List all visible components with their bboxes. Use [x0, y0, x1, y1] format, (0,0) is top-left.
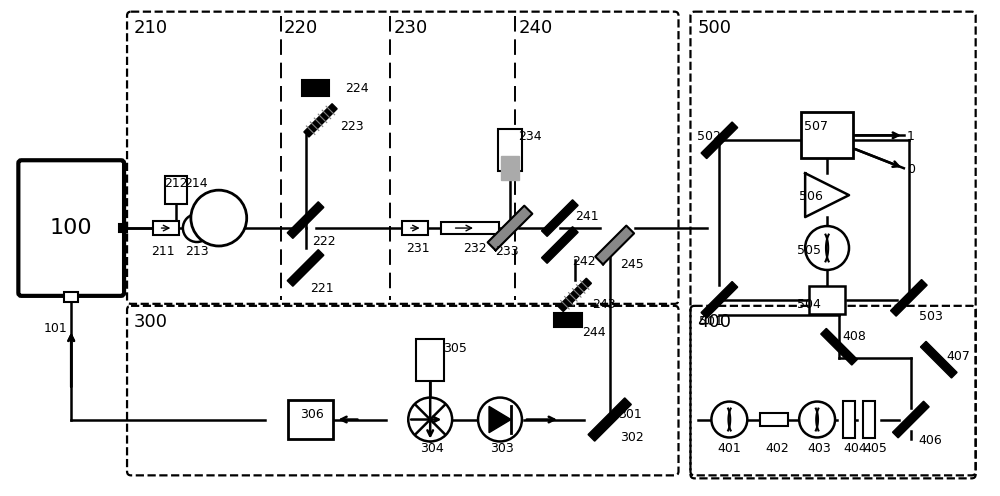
Polygon shape	[805, 173, 849, 217]
Text: 502: 502	[697, 130, 721, 143]
Polygon shape	[287, 249, 324, 286]
Text: 241: 241	[575, 210, 598, 223]
Polygon shape	[588, 398, 631, 441]
Text: 101: 101	[43, 322, 67, 335]
Polygon shape	[489, 406, 511, 433]
Text: 401: 401	[717, 442, 741, 455]
Text: 406: 406	[919, 434, 943, 447]
Text: 501: 501	[699, 315, 723, 328]
Polygon shape	[542, 227, 578, 263]
Text: 214: 214	[184, 177, 208, 190]
Text: 223: 223	[340, 121, 364, 133]
Bar	[498, 129, 522, 171]
Text: 243: 243	[592, 298, 615, 311]
Text: 234: 234	[518, 130, 542, 143]
Bar	[801, 113, 853, 158]
Text: 224: 224	[345, 82, 369, 95]
Text: 402: 402	[765, 442, 789, 455]
Text: 220: 220	[284, 19, 318, 37]
Text: 504: 504	[797, 298, 821, 311]
Polygon shape	[488, 206, 532, 250]
Text: 233: 233	[495, 245, 519, 258]
Circle shape	[478, 398, 522, 441]
Text: 230: 230	[393, 19, 428, 37]
Circle shape	[191, 190, 247, 246]
Text: 507: 507	[804, 121, 828, 133]
Text: 505: 505	[797, 244, 821, 257]
Text: 242: 242	[572, 255, 595, 268]
Bar	[416, 339, 444, 380]
Bar	[809, 286, 845, 314]
Circle shape	[805, 226, 849, 270]
Text: 506: 506	[799, 190, 823, 203]
Polygon shape	[304, 104, 337, 137]
Bar	[501, 156, 519, 180]
Bar	[760, 413, 788, 427]
Text: 0: 0	[907, 163, 915, 176]
Text: 231: 231	[406, 242, 430, 255]
Text: 221: 221	[311, 282, 334, 295]
Polygon shape	[893, 401, 929, 438]
Polygon shape	[558, 278, 591, 311]
Text: 211: 211	[151, 245, 175, 258]
Text: 300: 300	[134, 313, 168, 331]
Bar	[441, 222, 499, 234]
Text: 407: 407	[947, 350, 971, 363]
Text: 305: 305	[443, 342, 467, 355]
Polygon shape	[821, 328, 857, 365]
Text: 232: 232	[463, 242, 487, 255]
Text: 301: 301	[618, 408, 641, 421]
Text: 210: 210	[134, 19, 168, 37]
Text: 100: 100	[50, 218, 93, 238]
Bar	[119, 224, 127, 232]
Text: 213: 213	[185, 245, 209, 258]
Bar	[153, 221, 179, 235]
Bar	[843, 401, 855, 438]
Text: 212: 212	[164, 177, 188, 190]
Text: 304: 304	[420, 442, 444, 455]
Polygon shape	[542, 200, 578, 237]
Text: 244: 244	[582, 326, 605, 339]
Polygon shape	[891, 280, 927, 316]
Circle shape	[408, 398, 452, 441]
Circle shape	[799, 402, 835, 437]
Text: 240: 240	[519, 19, 553, 37]
Text: 302: 302	[620, 432, 643, 444]
Polygon shape	[701, 282, 738, 318]
Circle shape	[711, 402, 747, 437]
Text: 1: 1	[907, 130, 915, 143]
FancyBboxPatch shape	[18, 160, 124, 296]
Bar	[64, 292, 78, 302]
Text: 222: 222	[313, 235, 336, 248]
Bar	[302, 80, 329, 96]
Text: 400: 400	[697, 313, 731, 331]
Bar	[288, 400, 333, 439]
Text: 245: 245	[620, 258, 643, 271]
Text: 405: 405	[863, 442, 887, 455]
Polygon shape	[920, 341, 957, 378]
Polygon shape	[287, 202, 324, 239]
Bar	[402, 221, 428, 235]
Bar	[863, 401, 875, 438]
Text: 306: 306	[301, 408, 324, 421]
Text: 408: 408	[842, 330, 866, 343]
Text: 403: 403	[807, 442, 831, 455]
Circle shape	[183, 214, 211, 242]
Bar	[554, 313, 582, 327]
Text: 303: 303	[490, 442, 514, 455]
Bar	[165, 176, 187, 204]
Polygon shape	[701, 122, 738, 159]
Text: 503: 503	[919, 310, 943, 323]
Text: 500: 500	[697, 19, 731, 37]
Text: 404: 404	[843, 442, 867, 455]
Polygon shape	[595, 226, 634, 264]
